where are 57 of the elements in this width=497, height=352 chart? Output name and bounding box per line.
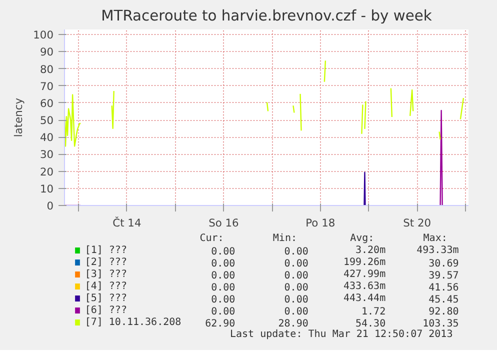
text: 433.63m <box>343 281 386 292</box>
text: 3.20m <box>355 245 386 256</box>
text: 45.45 <box>428 294 459 306</box>
text: 0.00 <box>211 306 236 318</box>
text: 0.00 <box>284 282 308 294</box>
text: 92.80 <box>428 306 459 318</box>
text: 103.35 <box>422 318 459 330</box>
text: Cur: <box>200 233 224 244</box>
text: 0.00 <box>284 270 308 282</box>
chart-title: MTRaceroute to harvie.brevnov.czf - by week <box>101 8 432 24</box>
text: 493.33m <box>416 245 459 256</box>
x-tick-label: So 16 <box>208 216 240 230</box>
x-tick-label: Čt 14 <box>112 216 142 230</box>
text: 0.00 <box>211 258 236 270</box>
y-tick-label: 0 <box>46 200 54 212</box>
text: Min: <box>272 233 297 244</box>
text: 427.99m <box>343 269 386 280</box>
text: 0.00 <box>284 306 308 318</box>
text: 28.90 <box>278 318 308 330</box>
legend-label: [3] ??? <box>84 269 127 280</box>
text: 62.90 <box>205 318 236 330</box>
text: Avg: <box>350 233 374 244</box>
y-tick-label: 50 <box>40 114 54 128</box>
text: 0.00 <box>211 246 236 258</box>
x-tick-label: Po 18 <box>306 216 336 230</box>
legend-label: [4] ??? <box>84 281 127 292</box>
text: 199.26m <box>343 257 386 268</box>
legend-label: [1] ??? <box>84 245 127 256</box>
text: 443.44m <box>343 293 386 304</box>
legend-label: [6] ??? <box>84 305 127 316</box>
y-tick-label: 90 <box>40 46 54 59</box>
y-tick-label: 20 <box>40 165 54 178</box>
y-axis-title: latency <box>12 98 26 138</box>
text: 30.69 <box>428 258 459 270</box>
y-tick-label: 80 <box>40 62 54 76</box>
y-tick-label: 10 <box>40 182 54 196</box>
text: 1.72 <box>362 306 386 318</box>
text: 0.00 <box>284 258 308 270</box>
y-tick-label: 100 <box>33 28 54 42</box>
text: 0.00 <box>211 282 236 294</box>
y-tick-label: 40 <box>40 131 54 144</box>
text: 41.56 <box>428 282 459 294</box>
text: Max: <box>423 233 448 244</box>
text: 0.00 <box>284 294 308 306</box>
y-tick-label: 60 <box>40 96 54 110</box>
y-tick-label: 30 <box>40 148 54 162</box>
text: 0.00 <box>211 270 236 282</box>
text: 0.00 <box>284 246 308 258</box>
text: Last update: Thu Mar 21 12:50:07 2013 <box>230 329 453 340</box>
text: 54.30 <box>355 318 386 330</box>
y-tick-label: 70 <box>40 80 54 93</box>
x-tick-label: St 20 <box>403 216 432 230</box>
legend-label: [2] ??? <box>84 257 127 268</box>
text: 0.00 <box>211 294 236 306</box>
legend-label: [7] 10.11.36.208 <box>84 317 182 328</box>
text: 39.57 <box>428 270 459 282</box>
legend-label: [5] ??? <box>84 293 127 304</box>
